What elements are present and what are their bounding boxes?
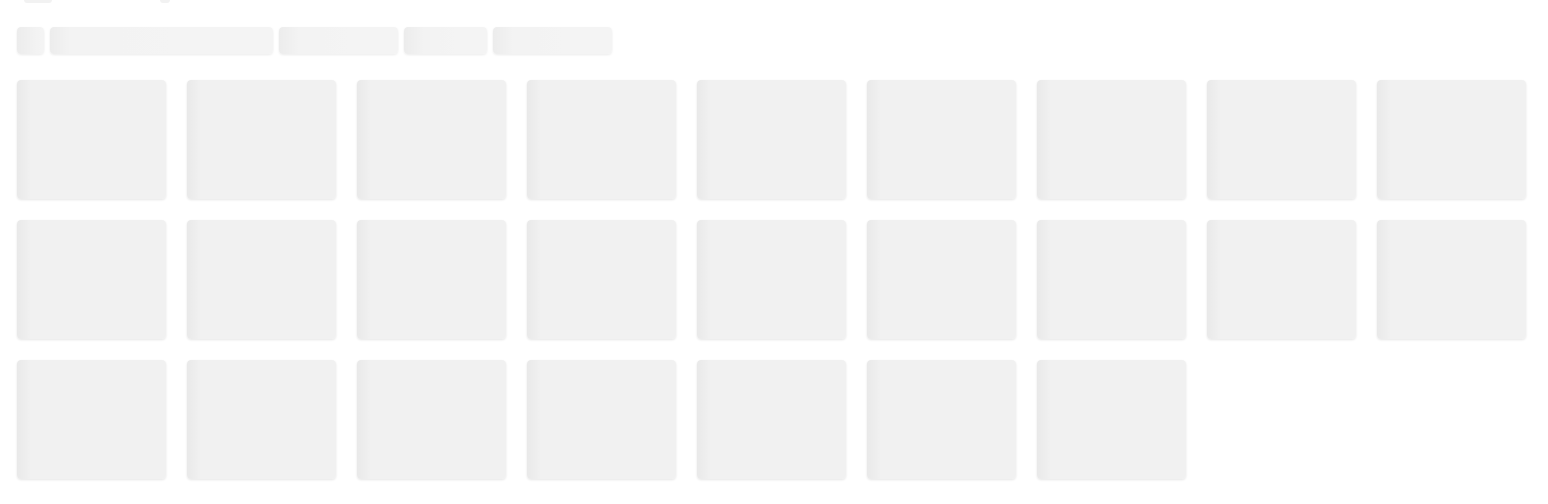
tile-skeleton[interactable] <box>357 80 506 199</box>
tile-skeleton[interactable] <box>1207 80 1356 199</box>
header-stub-right <box>160 0 170 3</box>
tile-skeleton[interactable] <box>527 220 676 339</box>
tab-skeleton-icon[interactable] <box>17 27 44 54</box>
tab-skeleton-2[interactable] <box>279 27 398 54</box>
tile-skeleton[interactable] <box>1037 80 1186 199</box>
tab-skeleton-4[interactable] <box>493 27 612 54</box>
tile-skeleton[interactable] <box>697 80 846 199</box>
tile-skeleton[interactable] <box>187 360 336 479</box>
tile-skeleton[interactable] <box>1377 80 1526 199</box>
header-stub-left <box>24 0 52 3</box>
tile-skeleton[interactable] <box>17 360 166 479</box>
tile-skeleton[interactable] <box>1207 220 1356 339</box>
tile-skeleton[interactable] <box>357 220 506 339</box>
tile-skeleton[interactable] <box>1037 360 1186 479</box>
tile-skeleton[interactable] <box>867 80 1016 199</box>
tile-skeleton[interactable] <box>17 220 166 339</box>
tile-skeleton[interactable] <box>187 80 336 199</box>
tile-skeleton[interactable] <box>867 360 1016 479</box>
tile-skeleton[interactable] <box>867 220 1016 339</box>
tile-skeleton[interactable] <box>17 80 166 199</box>
tab-skeleton-1[interactable] <box>50 27 273 54</box>
tile-skeleton[interactable] <box>527 360 676 479</box>
tile-skeleton[interactable] <box>187 220 336 339</box>
tile-skeleton[interactable] <box>1037 220 1186 339</box>
loading-status-text <box>0 0 1 1</box>
tile-skeleton[interactable] <box>697 360 846 479</box>
tab-skeleton-3[interactable] <box>404 27 487 54</box>
tile-skeleton[interactable] <box>697 220 846 339</box>
tile-skeleton[interactable] <box>357 360 506 479</box>
tile-skeleton[interactable] <box>527 80 676 199</box>
tile-skeleton[interactable] <box>1377 220 1526 339</box>
